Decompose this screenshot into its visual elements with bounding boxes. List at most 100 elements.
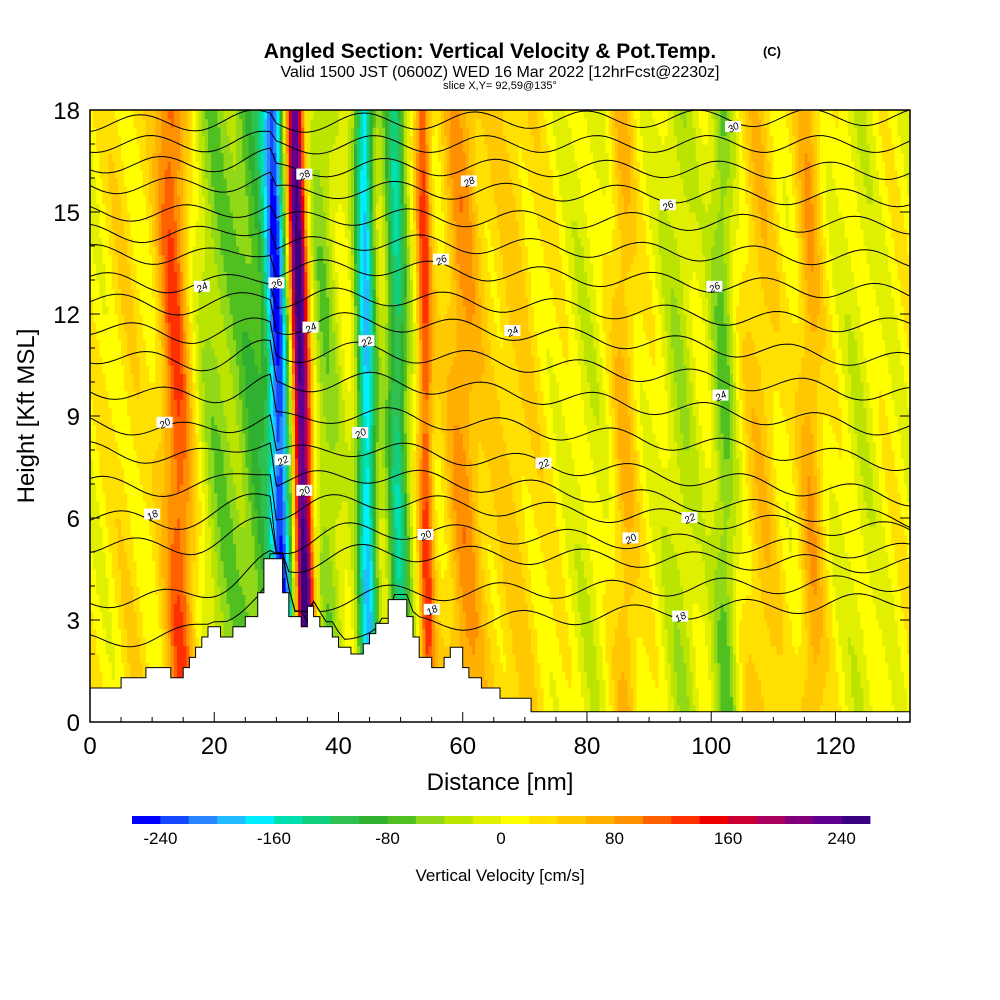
field-cell: [723, 645, 728, 655]
field-cell: [816, 662, 821, 672]
field-cell: [363, 594, 368, 604]
field-cell: [574, 688, 579, 698]
field-cell: [350, 628, 355, 638]
field-cell: [866, 662, 871, 672]
field-cell: [583, 628, 588, 638]
field-cell: [680, 594, 684, 604]
field-cell: [524, 628, 529, 638]
field-cell: [487, 620, 492, 630]
field-cell: [813, 679, 818, 689]
field-cell: [102, 662, 107, 672]
field-cell: [605, 637, 610, 647]
field-cell: [192, 611, 197, 621]
field-cell: [543, 645, 548, 655]
field-cell: [624, 705, 628, 715]
field-cell: [552, 603, 557, 613]
field-cell: [220, 628, 225, 638]
field-cell: [332, 603, 336, 613]
field-cell: [680, 645, 684, 655]
field-cell: [764, 696, 768, 706]
field-cell: [422, 594, 427, 604]
field-cell: [562, 671, 566, 681]
field-cell: [791, 671, 796, 681]
field-cell: [534, 611, 538, 621]
field-cell: [577, 696, 582, 706]
field-cell: [524, 662, 529, 672]
field-cell: [500, 671, 504, 681]
field-cell: [816, 671, 821, 681]
field-cell: [869, 688, 874, 698]
field-cell: [596, 662, 600, 672]
field-cell: [472, 637, 476, 647]
field-cell: [394, 586, 399, 596]
field-cell: [133, 637, 138, 647]
field-cell: [764, 645, 768, 655]
field-cell: [813, 628, 818, 638]
field-cell: [291, 611, 296, 621]
field-cell: [689, 611, 694, 621]
field-cell: [456, 603, 461, 613]
field-cell: [760, 696, 765, 706]
field-cell: [664, 637, 669, 647]
field-cell: [720, 654, 725, 664]
field-cell: [788, 637, 793, 647]
field-cell: [717, 654, 722, 664]
field-cell: [664, 620, 669, 630]
field-cell: [764, 603, 768, 613]
field-cell: [481, 603, 486, 613]
field-cell: [863, 628, 868, 638]
field-cell: [639, 671, 644, 681]
field-cell: [543, 662, 548, 672]
field-cell: [180, 645, 184, 655]
field-cell: [664, 611, 669, 621]
field-cell: [705, 620, 709, 630]
field-cell: [810, 654, 815, 664]
field-cell: [736, 654, 740, 664]
field-cell: [161, 611, 166, 621]
field-cell: [906, 654, 910, 664]
field-cell: [645, 628, 650, 638]
field-cell: [559, 637, 563, 647]
field-cell: [524, 645, 529, 655]
field-cell: [105, 594, 110, 604]
field-cell: [357, 637, 361, 647]
field-cell: [136, 637, 141, 647]
field-cell: [372, 611, 377, 621]
field-cell: [723, 662, 728, 672]
field-cell: [549, 611, 554, 621]
field-cell: [419, 603, 423, 613]
field-cell: [683, 628, 687, 638]
field-cell: [354, 586, 358, 596]
field-cell: [475, 645, 479, 655]
field-cell: [114, 594, 119, 604]
field-cell: [93, 594, 97, 604]
field-cell: [860, 662, 865, 672]
field-cell: [686, 696, 691, 706]
field-cell: [764, 688, 768, 698]
field-cell: [826, 611, 830, 621]
field-cell: [484, 611, 489, 621]
field-cell: [96, 654, 100, 664]
field-cell: [798, 620, 802, 630]
field-cell: [437, 637, 442, 647]
field-cell: [549, 662, 554, 672]
field-cell: [875, 620, 880, 630]
field-cell: [636, 654, 641, 664]
field-cell: [754, 603, 759, 613]
field-cell: [434, 645, 439, 655]
field-cell: [571, 696, 576, 706]
field-cell: [810, 645, 815, 655]
field-cell: [521, 594, 526, 604]
field-cell: [723, 654, 728, 664]
field-cell: [214, 620, 218, 630]
field-cell: [139, 671, 144, 681]
field-cell: [698, 603, 703, 613]
field-cell: [481, 645, 486, 655]
field-cell: [614, 679, 619, 689]
field-cell: [540, 611, 545, 621]
field-cell: [782, 688, 787, 698]
field-cell: [590, 696, 594, 706]
field-cell: [639, 603, 644, 613]
field-cell: [670, 628, 675, 638]
field-cell: [431, 620, 436, 630]
